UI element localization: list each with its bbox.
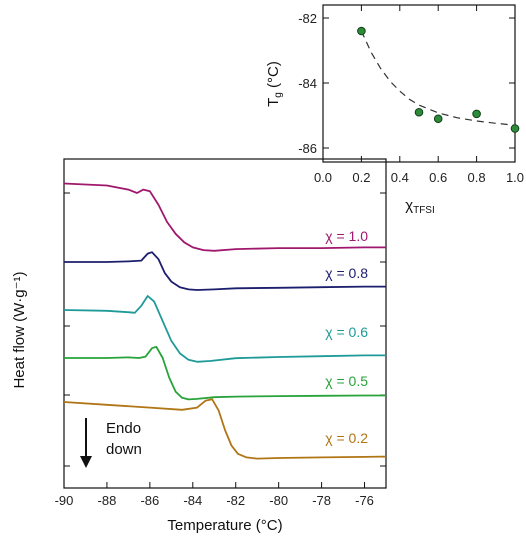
dsc-x-tick-label: -82	[226, 493, 245, 508]
tg-x-tick-label: 0.6	[429, 170, 447, 185]
tg-x-axis-label: χTFSI	[405, 197, 435, 216]
dsc-curve	[63, 398, 387, 460]
dsc-x-ticks: -90 -88 -86 -84 -82 -80 -78 -76	[55, 482, 374, 508]
dsc-series	[63, 182, 387, 460]
dsc-curve	[63, 295, 386, 363]
tg-x-tick-label: 0.8	[468, 170, 486, 185]
tg-fit-curve	[360, 30, 516, 126]
tg-plot-frame	[322, 4, 516, 163]
tg-data-point	[472, 109, 481, 119]
dsc-series-label: χ = 0.5	[325, 373, 368, 389]
dsc-x-tick-label: -80	[269, 493, 288, 508]
dsc-x-tick-label: -88	[98, 493, 117, 508]
dsc-series-label: χ = 1.0	[325, 228, 368, 244]
tg-y-tick-label: -82	[298, 11, 317, 26]
tg-y-tick-label: -86	[298, 141, 317, 156]
tg-inset-plot: 0.0 0.2 0.4 0.6 0.8 1.0 -86 -84 -82 χTFSI Tg (°…	[265, 4, 524, 216]
dsc-curve	[64, 345, 386, 401]
tg-y-ticks: -86 -84 -82	[298, 11, 515, 156]
dsc-y-axis-label: Heat flow (W·g⁻¹)	[11, 271, 28, 388]
dsc-x-tick-label: -86	[140, 493, 159, 508]
tg-x-tick-label: 0.0	[314, 170, 332, 185]
dsc-x-tick-label: -90	[55, 493, 74, 508]
tg-y-tick-label: -84	[298, 76, 317, 91]
tg-data-point	[414, 107, 424, 117]
dsc-x-axis-label: Temperature (°C)	[167, 517, 282, 534]
dsc-series-label: χ = 0.8	[325, 265, 368, 281]
tg-y-axis-label: Tg (°C)	[265, 61, 284, 107]
dsc-plot: -90 -88 -86 -84 -82 -80 -78 -76 χ = 1.0χ = 0.8χ…	[11, 158, 387, 534]
tg-x-tick-label: 0.4	[391, 170, 409, 185]
dsc-series-labels: χ = 1.0 χ = 0.8 χ = 0.6 χ = 0.5 χ = 0.2	[325, 228, 368, 446]
dsc-plot-frame	[63, 158, 387, 489]
dsc-x-tick-label: -78	[312, 493, 331, 508]
arrow-head-icon	[80, 456, 92, 468]
tg-x-ticks: 0.0 0.2 0.4 0.6 0.8 1.0	[314, 5, 524, 185]
dsc-curve	[64, 251, 386, 291]
dsc-series-label: χ = 0.6	[325, 324, 368, 340]
down-label: down	[106, 441, 142, 458]
endo-down-annotation: Endo down	[80, 418, 142, 468]
tg-data-point	[357, 26, 366, 36]
tg-data-point	[510, 124, 520, 133]
tg-data-point	[433, 114, 443, 124]
tg-x-tick-label: 1.0	[506, 170, 524, 185]
tg-data-points	[357, 26, 520, 133]
dsc-series-label: χ = 0.2	[325, 430, 368, 446]
endo-label: Endo	[106, 420, 141, 437]
tg-x-tick-label: 0.2	[352, 170, 370, 185]
dsc-curve	[63, 182, 386, 252]
dsc-x-tick-label: -84	[183, 493, 202, 508]
dsc-x-tick-label: -76	[355, 493, 374, 508]
